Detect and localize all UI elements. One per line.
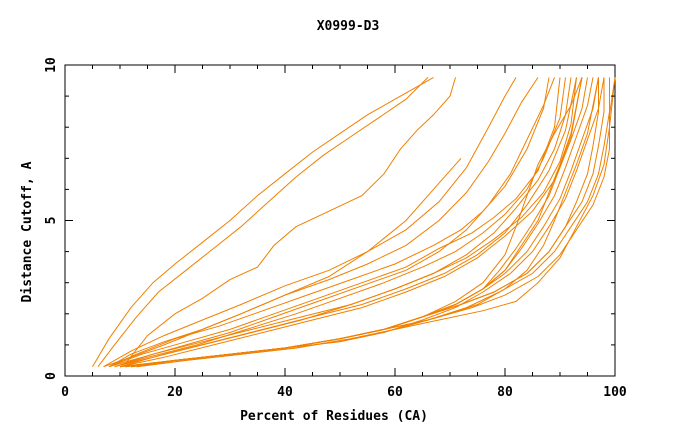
series-line-21	[130, 77, 599, 368]
series-line-7	[108, 77, 550, 368]
plot-area-frame	[64, 64, 616, 377]
series-line-13	[119, 77, 577, 368]
series-line-8	[108, 77, 555, 368]
series-line-1	[92, 76, 434, 367]
series-line-9	[108, 77, 561, 368]
series-line-19	[125, 77, 605, 368]
series-line-12	[114, 77, 577, 368]
series-line-15	[119, 77, 583, 368]
series-line-18	[125, 77, 599, 368]
y-tick-label: 5	[44, 217, 59, 225]
x-tick-label: 20	[167, 385, 183, 400]
x-tick-label: 40	[277, 385, 293, 400]
series-line-14	[119, 77, 583, 368]
chart-title: X0999-D3	[317, 19, 380, 34]
y-tick-label: 10	[44, 57, 59, 73]
series-line-26	[136, 77, 599, 368]
x-axis-ticks: 0 20 40 60 80 100	[61, 65, 627, 400]
x-tick-label: 80	[497, 385, 513, 400]
series-layer	[92, 76, 616, 368]
series-line-3	[125, 77, 456, 364]
series-line-24	[130, 77, 616, 368]
x-tick-label: 60	[387, 385, 403, 400]
series-line-4	[108, 157, 462, 368]
series-line-25	[136, 77, 616, 368]
series-line-10	[114, 77, 566, 368]
x-tick-label: 0	[61, 385, 69, 400]
x-axis-label: Percent of Residues (CA)	[240, 409, 428, 424]
y-axis-label: Distance Cutoff, A	[20, 161, 35, 302]
series-line-23	[130, 77, 610, 368]
y-axis-ticks: 0 5 10	[44, 57, 615, 380]
series-line-2	[97, 77, 429, 368]
y-tick-label: 0	[44, 372, 59, 380]
series-line-11	[114, 77, 572, 368]
series-line-6	[103, 77, 539, 368]
x-tick-label: 100	[603, 385, 627, 400]
series-line-5	[103, 77, 517, 368]
